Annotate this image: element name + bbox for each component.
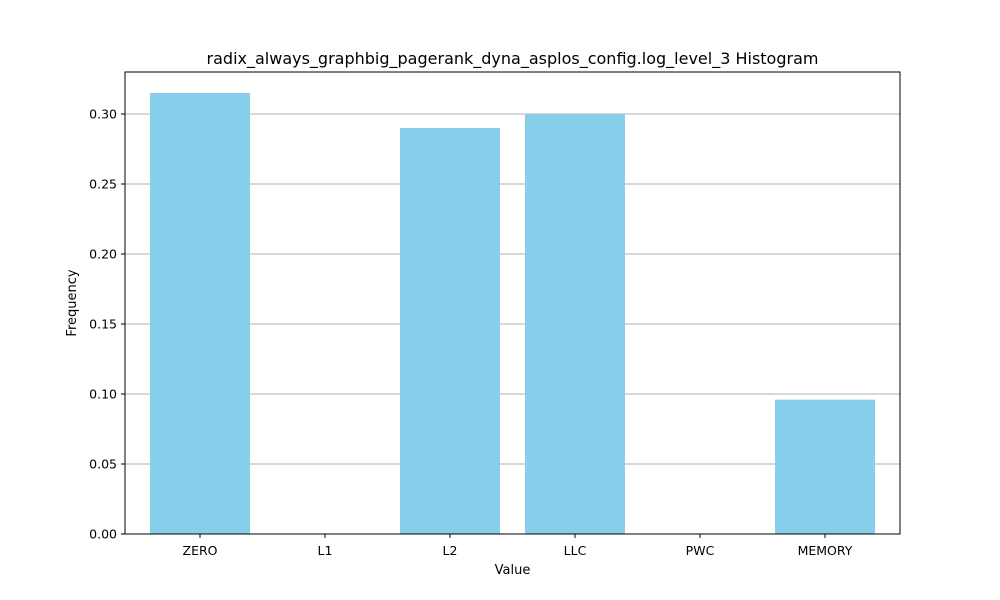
plot-frame <box>124 71 901 535</box>
x-tick-label: L1 <box>318 543 333 558</box>
x-axis: ZERO L1 L2 LLC PWC MEMORY <box>183 534 853 558</box>
bar-llc <box>525 114 625 534</box>
y-tick-label: 0.25 <box>89 177 117 192</box>
x-tick-label: L2 <box>443 543 458 558</box>
x-tick-label: MEMORY <box>798 543 853 558</box>
bars <box>150 93 875 534</box>
y-tick-label: 0.20 <box>89 247 117 262</box>
x-axis-label: Value <box>495 563 531 578</box>
y-tick-label: 0.00 <box>89 527 117 542</box>
chart-title: radix_always_graphbig_pagerank_dyna_aspl… <box>207 49 819 69</box>
y-tick-label: 0.05 <box>89 457 117 472</box>
x-tick-label: PWC <box>686 543 715 558</box>
y-tick-label: 0.15 <box>89 317 117 332</box>
bar-memory <box>775 399 875 534</box>
grid-lines <box>125 113 900 535</box>
y-axis: 0.00 0.05 0.10 0.15 0.20 0.25 0.30 <box>89 107 125 542</box>
bar-zero <box>150 93 250 534</box>
x-tick-label: LLC <box>564 543 587 558</box>
x-tick-label: ZERO <box>183 543 218 558</box>
bar-l2 <box>400 128 500 534</box>
y-tick-label: 0.30 <box>89 107 117 122</box>
y-axis-label: Frequency <box>65 269 80 336</box>
y-tick-label: 0.10 <box>89 387 117 402</box>
